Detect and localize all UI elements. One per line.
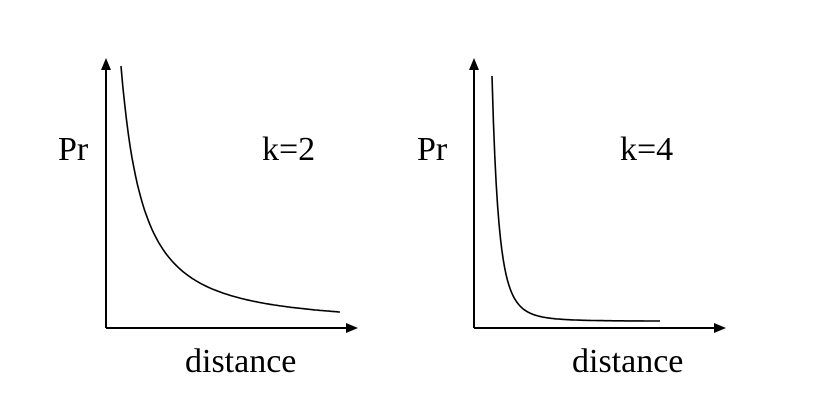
chart-k2: Pr k=2 distance xyxy=(58,58,358,380)
x-axis-arrow-k4 xyxy=(714,323,726,333)
y-axis-arrow-k2 xyxy=(101,58,111,70)
series-line-k2 xyxy=(120,65,341,313)
x-axis-label-k2: distance xyxy=(185,343,296,380)
chart-k4: Pr k=4 distance xyxy=(417,58,726,380)
y-axis-arrow-k4 xyxy=(469,58,479,70)
k-annotation-k4: k=4 xyxy=(620,131,673,168)
k-annotation-k2: k=2 xyxy=(262,131,315,168)
x-axis-arrow-k2 xyxy=(346,323,358,333)
y-axis-label-k4: Pr xyxy=(417,131,448,168)
y-axis-label-k2: Pr xyxy=(58,131,89,168)
x-axis-label-k4: distance xyxy=(572,343,683,380)
series-line-k4 xyxy=(491,75,660,322)
